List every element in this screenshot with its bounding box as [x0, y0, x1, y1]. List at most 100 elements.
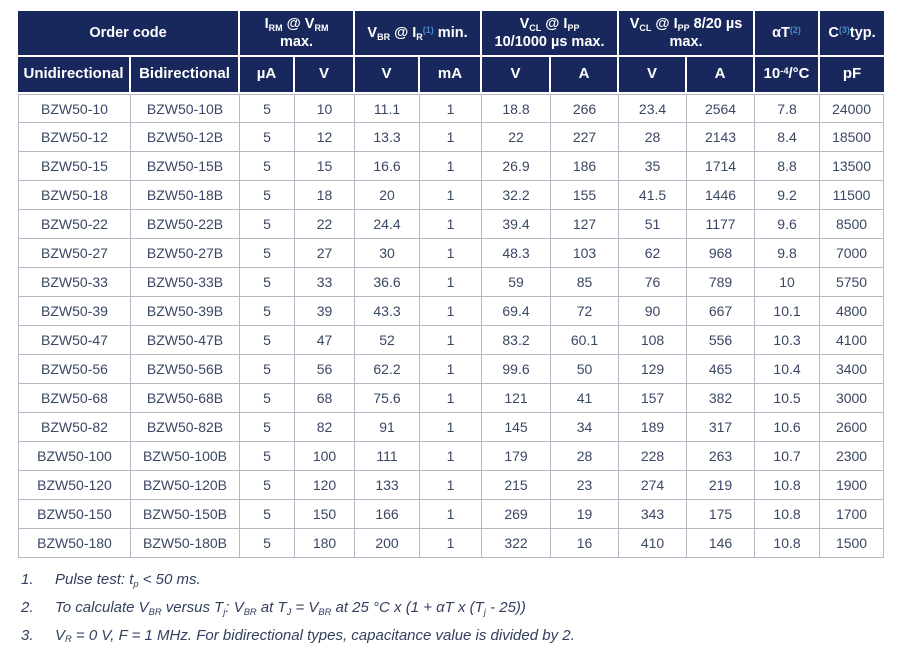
vcl-10-1000-value: 39.4 [482, 210, 552, 240]
vbr-value: 75.6 [355, 384, 421, 414]
table-row: BZW50-82 BZW50-82B 5 82 91 1 145 34 189 317 10.6 26… [18, 413, 885, 443]
vcl-8-20-value: 62 [619, 239, 688, 269]
header-bidirectional: Bidirectional [131, 57, 241, 95]
irm-value: 5 [240, 239, 296, 269]
table-row: BZW50-10 BZW50-10B 5 10 11.1 1 18.8 266 23.4 2564… [18, 94, 885, 124]
order-code-unidirectional: BZW50-47 [18, 326, 131, 356]
capacitance-value: 13500 [820, 152, 885, 182]
capacitance-value: 2300 [820, 442, 885, 472]
irm-value: 5 [240, 268, 296, 298]
vbr-value: 30 [355, 239, 421, 269]
unit-a-ipp2: A [687, 57, 756, 95]
capacitance-value: 1700 [820, 500, 885, 530]
ipp-8-20-value: 465 [687, 355, 756, 385]
vcl-10-1000-value: 145 [482, 413, 552, 443]
alpha-t-value: 8.4 [755, 123, 821, 153]
footnote-text: To calculate VBR versus Tj: VBR at TJ = … [55, 599, 526, 617]
alpha-t-value: 8.8 [755, 152, 821, 182]
order-code-bidirectional: BZW50-100B [131, 442, 241, 472]
capacitance-value: 3000 [820, 384, 885, 414]
electrical-characteristics-table: Order code IRM @ VRM max. VBR @ IR(1) min… [18, 11, 885, 559]
order-code-unidirectional: BZW50-22 [18, 210, 131, 240]
irm-value: 5 [240, 442, 296, 472]
capacitance-value: 2600 [820, 413, 885, 443]
unit-a-ipp1: A [551, 57, 620, 95]
ir-value: 1 [420, 355, 483, 385]
footnote-number: 3. [21, 626, 34, 644]
order-code-bidirectional: BZW50-68B [131, 384, 241, 414]
vcl-10-1000-value: 32.2 [482, 181, 552, 211]
header-irm-vrm: IRM @ VRM max. [240, 11, 356, 58]
vrm-value: 82 [295, 413, 356, 443]
vrm-value: 22 [295, 210, 356, 240]
ir-value: 1 [420, 210, 483, 240]
unit-v-vcl2: V [619, 57, 688, 95]
irm-value: 5 [240, 297, 296, 327]
ipp-10-1000-value: 28 [551, 442, 620, 472]
header-unidirectional: Unidirectional [18, 57, 131, 95]
vbr-value: 111 [355, 442, 421, 472]
ir-value: 1 [420, 239, 483, 269]
vrm-value: 100 [295, 442, 356, 472]
irm-value: 5 [240, 181, 296, 211]
vcl-10-1000-value: 69.4 [482, 297, 552, 327]
ipp-8-20-value: 2143 [687, 123, 756, 153]
vcl-10-1000-value: 22 [482, 123, 552, 153]
table-row: BZW50-47 BZW50-47B 5 47 52 1 83.2 60.1 108 556 10.… [18, 326, 885, 356]
ipp-8-20-value: 1177 [687, 210, 756, 240]
order-code-bidirectional: BZW50-180B [131, 529, 241, 559]
order-code-bidirectional: BZW50-150B [131, 500, 241, 530]
vrm-value: 120 [295, 471, 356, 501]
table-row: BZW50-27 BZW50-27B 5 27 30 1 48.3 103 62 968 9.8 70… [18, 239, 885, 269]
capacitance-value: 3400 [820, 355, 885, 385]
ipp-10-1000-value: 50 [551, 355, 620, 385]
order-code-bidirectional: BZW50-22B [131, 210, 241, 240]
order-code-unidirectional: BZW50-180 [18, 529, 131, 559]
vcl-8-20-value: 76 [619, 268, 688, 298]
irm-value: 5 [240, 529, 296, 559]
capacitance-value: 7000 [820, 239, 885, 269]
alpha-t-value: 10.1 [755, 297, 821, 327]
ir-value: 1 [420, 123, 483, 153]
irm-value: 5 [240, 500, 296, 530]
ipp-10-1000-value: 19 [551, 500, 620, 530]
order-code-unidirectional: BZW50-27 [18, 239, 131, 269]
footnote-number: 1. [21, 571, 34, 589]
header-vcl-10-1000: VCL @ IPP 10/1000 µs max. [482, 11, 620, 58]
vcl-10-1000-value: 59 [482, 268, 552, 298]
unit-per-degc: 10-4/°C [755, 57, 821, 95]
capacitance-value: 4100 [820, 326, 885, 356]
order-code-bidirectional: BZW50-15B [131, 152, 241, 182]
alpha-t-value: 9.2 [755, 181, 821, 211]
vcl-10-1000-value: 121 [482, 384, 552, 414]
footnote-text: Pulse test: tp < 50 ms. [55, 571, 201, 589]
unit-v-vcl1: V [482, 57, 552, 95]
table-row: BZW50-15 BZW50-15B 5 15 16.6 1 26.9 186 35 1714 8.… [18, 152, 885, 182]
vcl-10-1000-value: 18.8 [482, 94, 552, 124]
ipp-10-1000-value: 23 [551, 471, 620, 501]
unit-v-vrm: V [295, 57, 356, 95]
table-row: BZW50-33 BZW50-33B 5 33 36.6 1 59 85 76 789 10 5750 [18, 268, 885, 298]
table-row: BZW50-180 BZW50-180B 5 180 200 1 322 16 410 146 10… [18, 529, 885, 559]
ir-value: 1 [420, 384, 483, 414]
order-code-bidirectional: BZW50-10B [131, 94, 241, 124]
irm-value: 5 [240, 413, 296, 443]
vrm-value: 39 [295, 297, 356, 327]
alpha-t-value: 10.7 [755, 442, 821, 472]
order-code-bidirectional: BZW50-47B [131, 326, 241, 356]
ipp-8-20-value: 667 [687, 297, 756, 327]
vcl-8-20-value: 108 [619, 326, 688, 356]
header-order-code: Order code [18, 11, 241, 58]
ir-value: 1 [420, 413, 483, 443]
unit-pf: pF [820, 57, 885, 95]
order-code-unidirectional: BZW50-18 [18, 181, 131, 211]
vbr-value: 166 [355, 500, 421, 530]
vrm-value: 180 [295, 529, 356, 559]
alpha-t-value: 10.8 [755, 500, 821, 530]
vcl-8-20-value: 41.5 [619, 181, 688, 211]
order-code-unidirectional: BZW50-68 [18, 384, 131, 414]
alpha-t-value: 10.4 [755, 355, 821, 385]
ipp-8-20-value: 317 [687, 413, 756, 443]
vrm-value: 68 [295, 384, 356, 414]
header-vbr-ir: VBR @ IR(1) min. [355, 11, 483, 58]
